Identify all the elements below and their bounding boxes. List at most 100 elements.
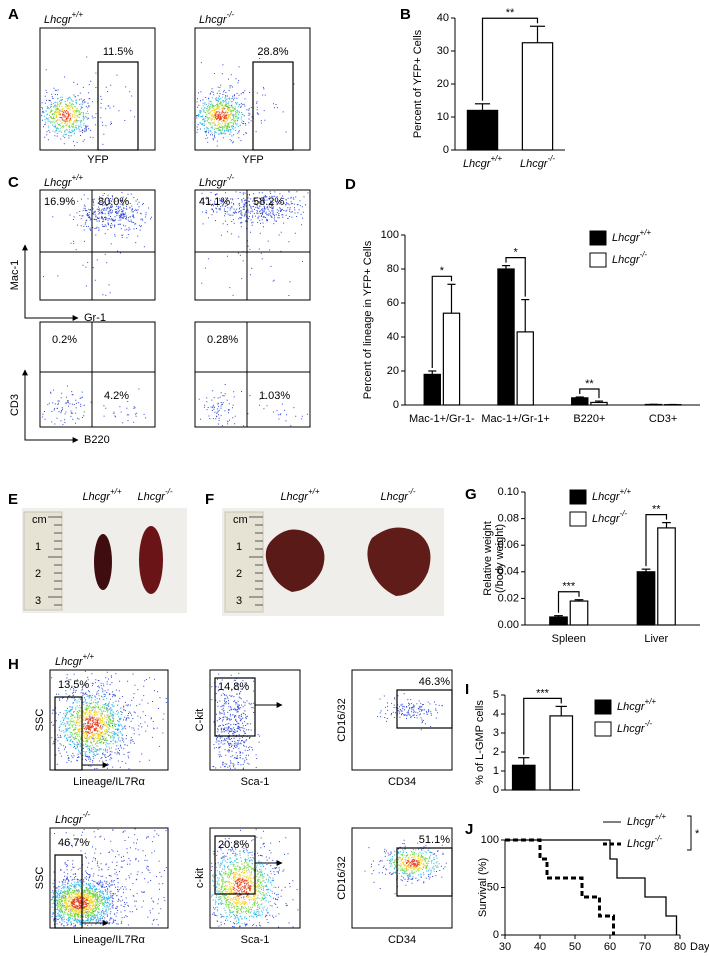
panel-letter: H: [8, 656, 19, 673]
y-axis-label: SSC: [34, 709, 46, 732]
significance-bracket: [645, 513, 668, 567]
quadrant-percent: 41.1%: [199, 196, 230, 208]
y-tick-label: 10: [437, 111, 449, 123]
genotype-label: Lhcgr-/-: [199, 173, 234, 189]
plot-frame: [194, 189, 311, 301]
x-axis-label: Gr-1: [84, 312, 106, 324]
y-axis-label: SSC: [34, 867, 46, 890]
y-axis-label: Percent of lineage in YFP+ Cells: [362, 240, 374, 399]
x-axis-label: CD34: [388, 934, 416, 946]
bar: [644, 403, 663, 406]
ruler-text: 1: [236, 541, 242, 553]
gate: [54, 696, 83, 771]
ruler-text: 3: [35, 595, 41, 607]
plot-frame: [49, 669, 169, 771]
gate: [214, 677, 256, 737]
legend-label: Lhcgr+/+: [592, 487, 631, 503]
plot-frame: [49, 827, 169, 929]
event-dots: [82, 716, 102, 734]
genotype-label: Lhcgr-/-: [380, 487, 415, 503]
y-axis-label: CD16/32: [336, 856, 348, 899]
ruler-text: 2: [236, 568, 242, 580]
y-tick-label: 0: [493, 784, 499, 796]
panel-letter: D: [345, 176, 356, 193]
bar: [423, 373, 441, 406]
genotype-label: Lhcgr-/-: [137, 487, 172, 503]
legend-swatch: [594, 699, 612, 715]
genotype-label: Lhcgr-/-: [55, 810, 90, 826]
x-tick-label: Liver: [644, 633, 668, 645]
significance-label: ***: [562, 581, 576, 593]
gate: [54, 854, 83, 929]
gate-percent: 13.5%: [58, 679, 89, 691]
y-axis-label: c-kit: [194, 868, 206, 888]
y-tick-label: 30: [437, 45, 449, 57]
ruler-text: 1: [35, 541, 41, 553]
y-axis-label: C-kit: [194, 709, 206, 732]
x-tick-label: Lhcgr-/-: [520, 154, 555, 170]
event-dots: [405, 858, 420, 867]
event-dots: [59, 694, 123, 756]
y-tick-label: 0: [493, 929, 499, 941]
x-axis-label: YFP: [242, 154, 263, 166]
panel-letter: J: [465, 821, 473, 838]
legend-label: Lhcgr-/-: [627, 834, 662, 850]
event-dots: [43, 192, 152, 296]
gate-percent: 51.1%: [419, 834, 450, 846]
event-dots: [196, 58, 295, 147]
x-axis-label: Lineage/IL7Rα: [73, 934, 145, 946]
genotype-label: Lhcgr+/+: [44, 173, 83, 189]
legend-label: Lhcgr+/+: [627, 812, 666, 828]
event-dots: [49, 102, 83, 130]
y-tick-label: 20: [437, 78, 449, 90]
y-axis-label: CD16/32: [336, 698, 348, 741]
axis-arrow: [22, 369, 79, 443]
quadrant-percent: 4.2%: [104, 390, 129, 402]
ruler-text: 3: [236, 595, 242, 607]
y-tick-label: 0.02: [498, 592, 519, 604]
panel-letter: A: [8, 6, 19, 23]
significance-bracket: [481, 17, 539, 101]
event-dots: [209, 105, 232, 126]
event-dots: [51, 881, 111, 925]
gate: [97, 61, 139, 151]
y-tick-label: 0.06: [498, 539, 519, 551]
legend-swatch: [569, 511, 587, 527]
bar: [569, 600, 589, 626]
significance-bracket: [523, 697, 562, 755]
liver: [367, 527, 431, 596]
bar: [590, 401, 608, 406]
bar: [636, 571, 656, 626]
genotype-label: Lhcgr+/+: [82, 487, 121, 503]
x-axis-label: B220: [84, 434, 110, 446]
y-tick-label: 60: [387, 297, 399, 309]
genotype-label: Lhcgr-/-: [199, 10, 234, 26]
bar: [521, 42, 554, 151]
quadrant-percent: 80.0%: [98, 196, 129, 208]
y-tick-label: 1: [493, 765, 499, 777]
genotype-label: Lhcgr+/+: [55, 652, 94, 668]
event-dots: [41, 56, 136, 147]
event-dots: [200, 190, 309, 296]
legend-label: Lhcgr+/+: [617, 697, 656, 713]
bar: [516, 331, 534, 406]
event-dots: [386, 848, 440, 878]
y-tick-label: 40: [437, 12, 449, 24]
event-dots: [218, 862, 266, 915]
x-tick-label: Mac-1+/Gr-1-: [409, 413, 475, 425]
x-tick-label: 60: [604, 941, 616, 953]
significance-label: ***: [536, 687, 550, 699]
spleen: [139, 526, 163, 594]
ruler-text: cm: [32, 514, 47, 526]
y-tick-label: 2: [493, 746, 499, 758]
ruler: [224, 511, 264, 613]
x-tick-label: 40: [534, 941, 546, 953]
x-tick-label: 50: [569, 941, 581, 953]
legend-label: Lhcgr-/-: [617, 719, 652, 735]
legend-label: Lhcgr-/-: [592, 509, 627, 525]
x-tick-label: CD3+: [649, 413, 677, 425]
y-axis-label: CD3: [9, 394, 21, 416]
significance-bracket: [579, 388, 600, 399]
y-axis-label: Mac-1: [9, 260, 21, 291]
x-tick-label: Lhcgr+/+: [463, 154, 502, 170]
